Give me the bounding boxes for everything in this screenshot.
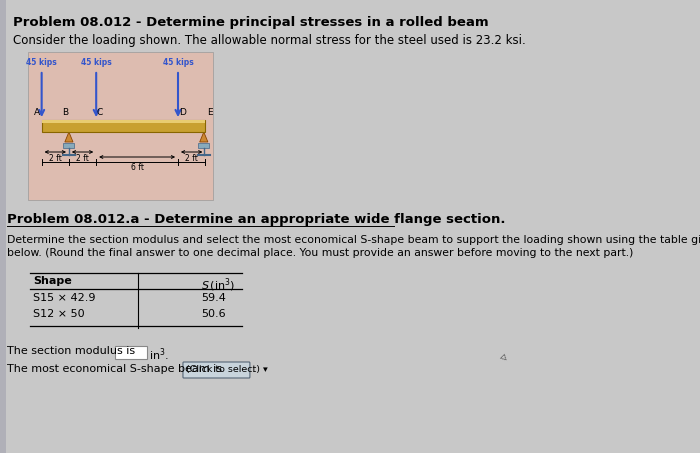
Bar [42, 120, 205, 123]
Text: D: D [178, 108, 186, 117]
Text: ▹: ▹ [497, 351, 510, 365]
Bar [198, 143, 209, 148]
Text: C: C [97, 108, 103, 117]
Text: 6 ft: 6 ft [131, 163, 144, 172]
Text: S12 × 50: S12 × 50 [34, 309, 85, 319]
Text: B: B [62, 108, 68, 117]
Text: The most economical S-shape beam is: The most economical S-shape beam is [8, 364, 223, 374]
Text: Shape: Shape [34, 276, 72, 286]
Bar [0, 0, 6, 453]
Text: 50.6: 50.6 [201, 309, 225, 319]
Text: Consider the loading shown. The allowable normal stress for the steel used is 23: Consider the loading shown. The allowabl… [13, 34, 526, 47]
Text: 2 ft: 2 ft [76, 154, 89, 163]
Bar [63, 143, 74, 148]
FancyBboxPatch shape [183, 362, 250, 378]
Bar [42, 120, 205, 132]
Bar [116, 346, 146, 359]
Text: .: . [251, 364, 255, 374]
Text: $S\,(\mathrm{in}^3)$: $S\,(\mathrm{in}^3)$ [201, 276, 235, 294]
Polygon shape [199, 132, 208, 142]
Text: 59.4: 59.4 [201, 293, 225, 303]
Text: 2 ft: 2 ft [186, 154, 198, 163]
Polygon shape [65, 132, 73, 142]
Text: The section modulus is: The section modulus is [8, 346, 136, 356]
Text: E: E [206, 108, 212, 117]
Text: in$^3$.: in$^3$. [150, 346, 169, 362]
Text: Determine the section modulus and select the most economical S-shape beam to sup: Determine the section modulus and select… [8, 235, 700, 245]
Bar [28, 52, 213, 200]
Text: A: A [34, 108, 40, 117]
Text: Problem 08.012.a - Determine an appropriate wide flange section.: Problem 08.012.a - Determine an appropri… [8, 213, 506, 226]
Text: (Click to select) ▾: (Click to select) ▾ [186, 365, 267, 374]
Text: S15 × 42.9: S15 × 42.9 [34, 293, 96, 303]
Text: below. (Round the final answer to one decimal place. You must provide an answer : below. (Round the final answer to one de… [8, 248, 634, 258]
Text: 45 kips: 45 kips [162, 58, 193, 67]
Text: 45 kips: 45 kips [80, 58, 111, 67]
Text: Problem 08.012 - Determine principal stresses in a rolled beam: Problem 08.012 - Determine principal str… [13, 16, 489, 29]
Text: 45 kips: 45 kips [27, 58, 57, 67]
Text: 2 ft: 2 ft [49, 154, 62, 163]
